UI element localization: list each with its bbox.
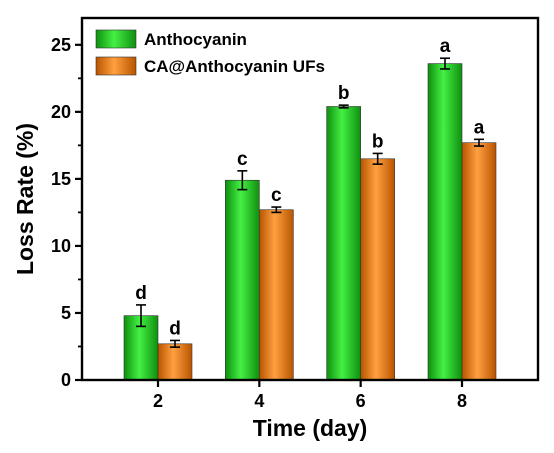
legend-swatch [95,29,137,49]
error-bars-group [136,57,484,348]
legend-item-ca-anthocyanin-ufs: CA@Anthocyanin UFs [95,56,325,76]
bar-ca-anthocyanin-ufs-day-8 [461,142,497,381]
y-tick-label: 0 [61,370,71,390]
bar-anthocyanin-day-4 [225,179,260,381]
significance-letter: d [135,283,147,304]
significance-letters-group: d c b a d c b a [135,36,485,339]
significance-letter: c [237,149,248,170]
significance-letter: b [372,131,384,152]
legend-swatch [95,56,137,76]
error-bar-ca-anthocyanin-ufs-day-8 [474,138,484,147]
error-bar-ca-anthocyanin-ufs-day-2 [170,339,180,348]
y-axis-label: Loss Rate (%) [12,123,38,275]
bar-ca-anthocyanin-ufs-day-4 [259,209,294,381]
error-bar-ca-anthocyanin-ufs-day-6 [372,152,383,165]
significance-letter: a [474,117,485,138]
legend-item-anthocyanin: Anthocyanin [95,29,247,49]
bar-anthocyanin-day-8 [427,63,463,381]
significance-letter: a [440,36,451,57]
y-tick-label: 10 [51,236,71,256]
significance-letter: c [271,185,282,206]
bars-group [123,63,497,381]
y-tick-label: 15 [51,169,71,189]
legend-label: Anthocyanin [144,30,247,49]
error-bar-anthocyanin-day-8 [440,57,450,70]
y-tick-label: 25 [51,35,71,55]
error-bar-ca-anthocyanin-ufs-day-4 [271,206,282,214]
significance-letter: d [169,318,181,339]
y-tick-label: 5 [61,303,71,323]
y-tick-label: 20 [51,102,71,122]
bar-ca-anthocyanin-ufs-day-2 [157,343,193,381]
error-bar-anthocyanin-day-2 [136,304,146,328]
significance-letter: b [338,83,350,104]
axes-group: 0 5 10 15 20 25 2 4 6 8 [51,16,540,411]
error-bar-anthocyanin-day-4 [237,170,248,191]
x-axis-label: Time (day) [253,415,368,441]
error-bar-anthocyanin-day-6 [338,104,349,109]
x-tick-label: 4 [254,391,264,411]
x-tick-label: 2 [153,391,163,411]
bar-ca-anthocyanin-ufs-day-6 [360,158,395,381]
x-tick-label: 8 [457,391,467,411]
x-tick-label: 6 [356,391,366,411]
legend: Anthocyanin CA@Anthocyanin UFs [95,29,325,76]
legend-label: CA@Anthocyanin UFs [144,57,325,76]
bar-anthocyanin-day-6 [326,106,361,381]
plot-frame [80,16,540,382]
